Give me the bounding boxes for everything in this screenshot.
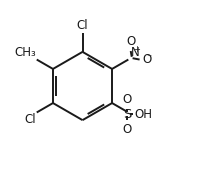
Text: O: O (126, 35, 135, 48)
Text: O: O (123, 123, 132, 136)
Text: S: S (123, 108, 131, 121)
Text: O: O (143, 53, 152, 66)
Text: Cl: Cl (24, 113, 36, 126)
Text: N: N (130, 46, 139, 58)
Text: Cl: Cl (77, 19, 88, 32)
Text: O: O (123, 93, 132, 106)
Text: OH: OH (135, 108, 152, 121)
Text: ⁻: ⁻ (146, 53, 151, 63)
Text: +: + (133, 45, 140, 54)
Text: CH₃: CH₃ (14, 46, 36, 59)
